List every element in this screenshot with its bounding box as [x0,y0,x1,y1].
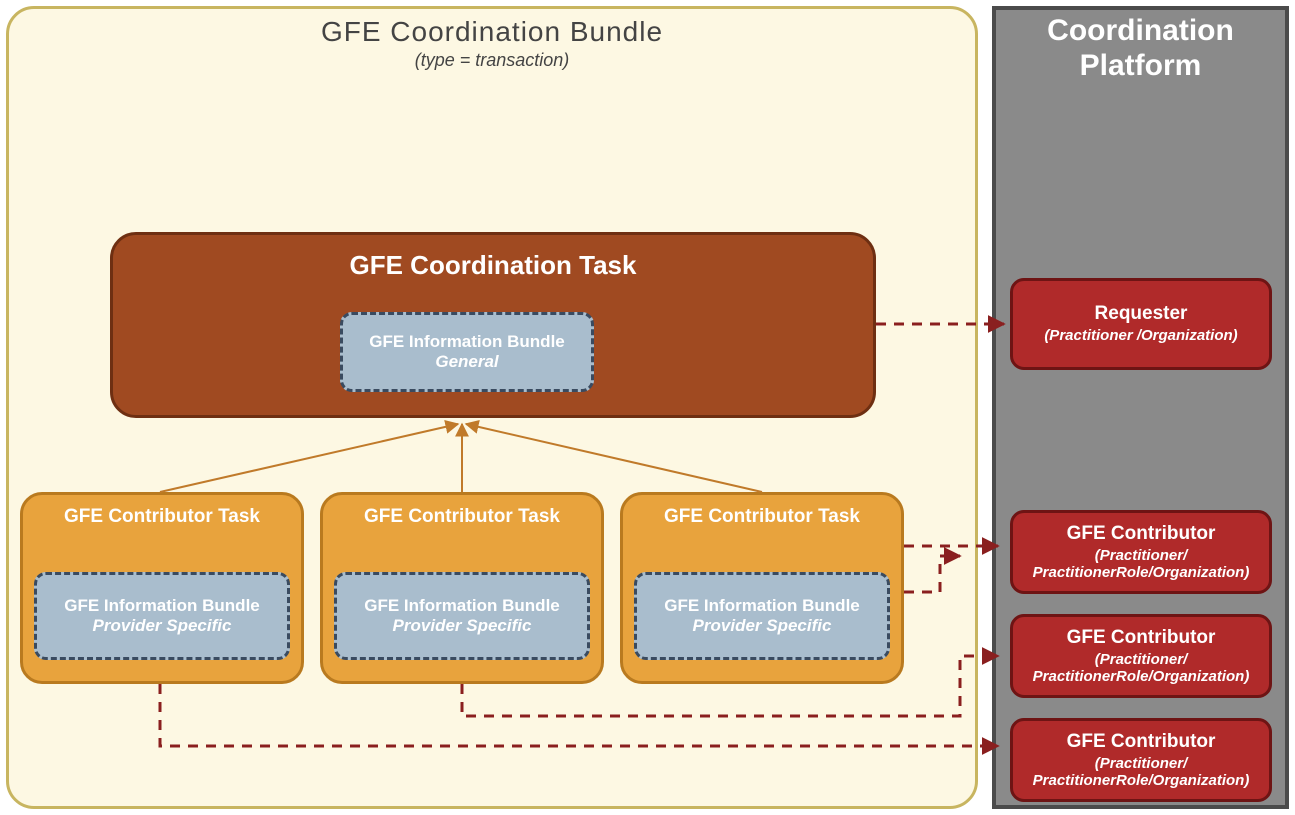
info-bundle-subtitle: Provider Specific [93,616,232,636]
platform-node-title: GFE Contributor [1059,523,1224,545]
coordination-task-title: GFE Coordination Task [110,250,876,281]
platform-node-subtitle: (Practitioner/ PractitionerRole/Organiza… [1013,547,1269,582]
platform-node-title: Requester [1087,303,1196,325]
platform-node-title: GFE Contributor [1059,627,1224,649]
bundle-subtitle: (type = transaction) [6,50,978,71]
info-bundle-provider-1: GFE Information BundleProvider Specific [334,572,590,660]
contributor-task-title: GFE Contributor Task [620,506,904,528]
info-bundle-title: GFE Information Bundle [64,596,260,616]
platform-node-contrib2: GFE Contributor(Practitioner/ Practition… [1010,614,1272,698]
info-bundle-subtitle: Provider Specific [693,616,832,636]
platform-node-subtitle: (Practitioner/ PractitionerRole/Organiza… [1013,651,1269,686]
platform-node-requester: Requester (Practitioner /Organization) [1010,278,1272,370]
info-bundle-provider-2: GFE Information BundleProvider Specific [634,572,890,660]
platform-title: Coordination Platform [992,14,1289,83]
info-bundle-subtitle: Provider Specific [393,616,532,636]
platform-node-subtitle: (Practitioner/ PractitionerRole/Organiza… [1013,755,1269,790]
bundle-title: GFE Coordination Bundle [6,16,978,48]
info-bundle-title: GFE Information Bundle [364,596,560,616]
info-bundle-subtitle: General [435,352,498,372]
platform-node-contrib3: GFE Contributor(Practitioner/ Practition… [1010,718,1272,802]
platform-node-subtitle: (Practitioner /Organization) [1036,327,1245,344]
info-bundle-title: GFE Information Bundle [369,332,565,352]
info-bundle-provider-0: GFE Information BundleProvider Specific [34,572,290,660]
contributor-task-title: GFE Contributor Task [320,506,604,528]
info-bundle-general: GFE Information BundleGeneral [340,312,594,392]
info-bundle-title: GFE Information Bundle [664,596,860,616]
contributor-task-title: GFE Contributor Task [20,506,304,528]
platform-node-contrib1: GFE Contributor(Practitioner/ Practition… [1010,510,1272,594]
platform-node-title: GFE Contributor [1059,731,1224,753]
